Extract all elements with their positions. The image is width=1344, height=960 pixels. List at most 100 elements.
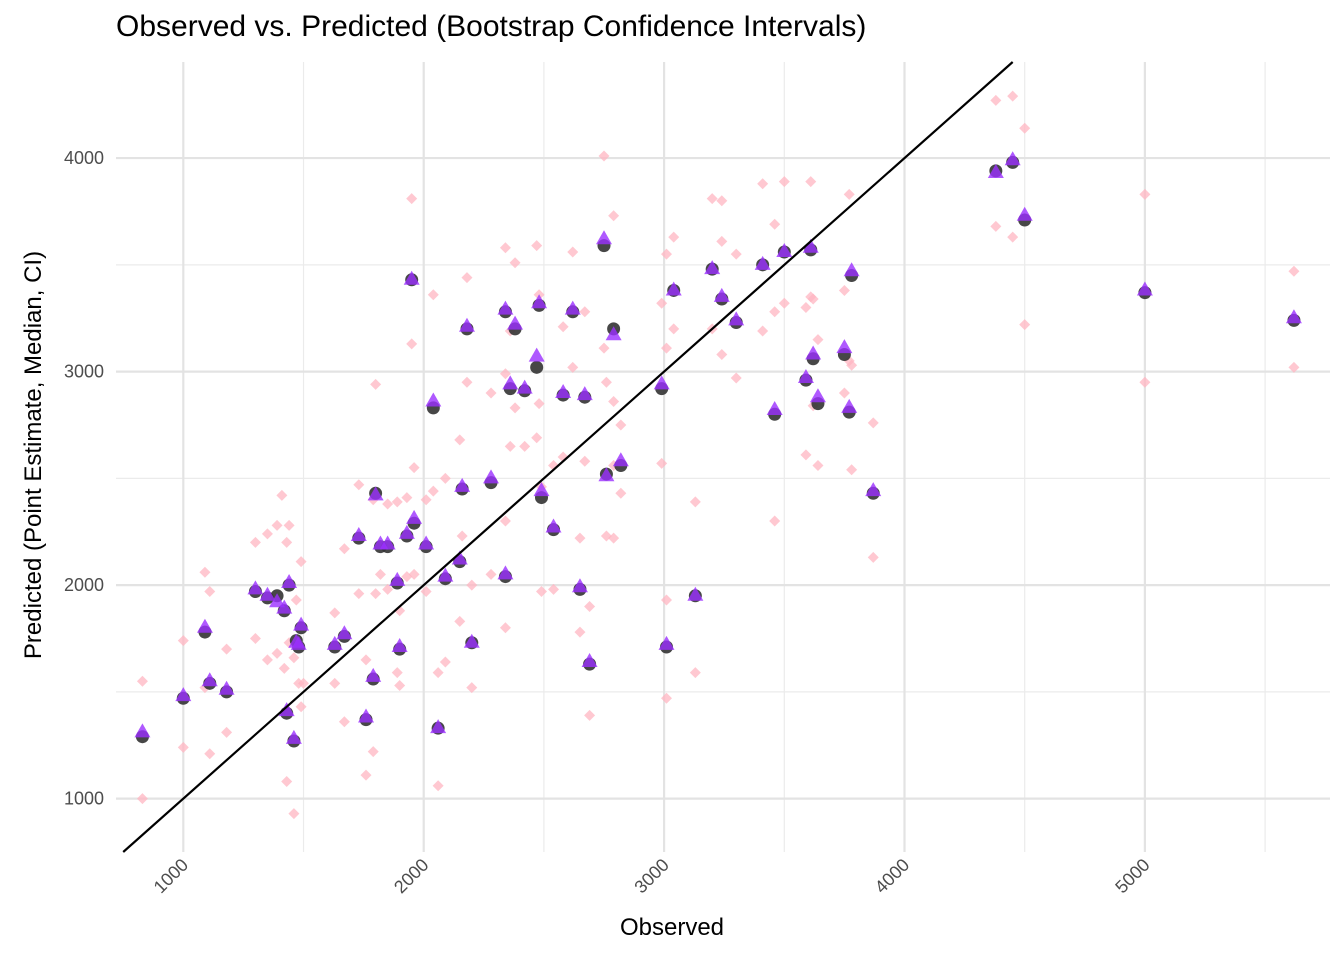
point-estimate [530,360,544,374]
ci-point [204,748,216,760]
ci-point [177,635,189,647]
ci-point [661,594,673,606]
ci-point [1139,188,1151,200]
ci-point [391,496,403,508]
ci-point [769,218,781,230]
ci-point [353,479,365,491]
ci-point [574,532,586,544]
ci-point [281,776,293,788]
median-point [531,294,548,309]
median-point [987,164,1004,179]
ci-point [290,594,302,606]
ci-point [846,464,858,476]
ci-point [990,94,1002,106]
median-points [134,151,1302,744]
ci-point [800,302,812,314]
y-axis-ticks: 1000 2000 3000 4000 [64,148,104,809]
median-point [754,255,771,270]
median-point [507,315,524,330]
ci-point [656,457,668,469]
ci-point [406,338,418,350]
median-point [516,379,533,394]
ci-point [271,519,283,531]
ci-point [608,210,620,222]
median-point [658,635,675,650]
median-point [612,452,629,467]
ci-point [271,647,283,659]
x-tick-label: 3000 [630,855,672,897]
ci-point [136,675,148,687]
grid-minor [116,62,1330,852]
ci-point [295,556,307,568]
median-point [1016,206,1033,221]
ci-point [278,662,290,674]
ci-point [548,583,560,595]
ci-point [454,434,466,446]
ci-point [846,359,858,371]
ci-point [531,432,543,444]
median-point [430,719,447,734]
median-point [545,518,562,533]
median-point [497,565,514,580]
reference-line-group [122,61,1014,853]
ci-point [427,485,439,497]
ci-point [536,586,548,598]
ci-point [461,376,473,388]
ci-point [689,667,701,679]
x-axis-ticks: 1000 2000 3000 4000 5000 [150,855,1154,897]
median-point [865,482,882,497]
y-tick-label: 2000 [64,575,104,595]
median-point [1285,309,1302,324]
ci-point [838,387,850,399]
median-point [841,398,858,413]
ci-point [499,242,511,254]
median-point [555,383,572,398]
ci-point [439,472,451,484]
median-point [687,586,704,601]
median-point [458,317,475,332]
ci-point [598,342,610,354]
median-point [269,593,286,608]
ci-point [281,536,293,548]
ci-points [136,90,1300,820]
x-tick-label: 5000 [1111,855,1153,897]
ci-point [249,632,261,644]
ci-point [420,586,432,598]
ci-point [730,248,742,260]
ci-point [615,487,627,499]
ci-point [584,600,596,612]
x-axis-label: Observed [619,914,725,941]
ci-point [261,528,273,540]
median-point [571,578,588,593]
median-point [451,550,468,565]
median-point [350,527,367,541]
ci-point [812,334,824,346]
ci-point [420,494,432,506]
ci-point [177,741,189,753]
median-point [196,618,213,633]
median-point [1004,151,1021,166]
ci-point [288,652,300,664]
ci-point [283,519,295,531]
median-point [293,616,310,631]
median-point [704,260,721,275]
ci-point [298,677,310,689]
median-point [598,467,615,482]
ci-point [485,387,497,399]
median-point [728,311,745,326]
median-point [766,401,783,416]
median-point [425,392,442,407]
ci-point [408,462,420,474]
median-point [805,345,822,360]
ci-point [838,284,850,296]
ci-point [406,193,418,205]
ci-point [221,643,233,655]
median-point [437,567,454,582]
ci-point [769,306,781,318]
ci-point [295,701,307,713]
ci-point [800,449,812,461]
ci-point [615,419,627,431]
ci-point [338,543,350,555]
median-point [528,347,545,362]
ci-point [608,395,620,407]
